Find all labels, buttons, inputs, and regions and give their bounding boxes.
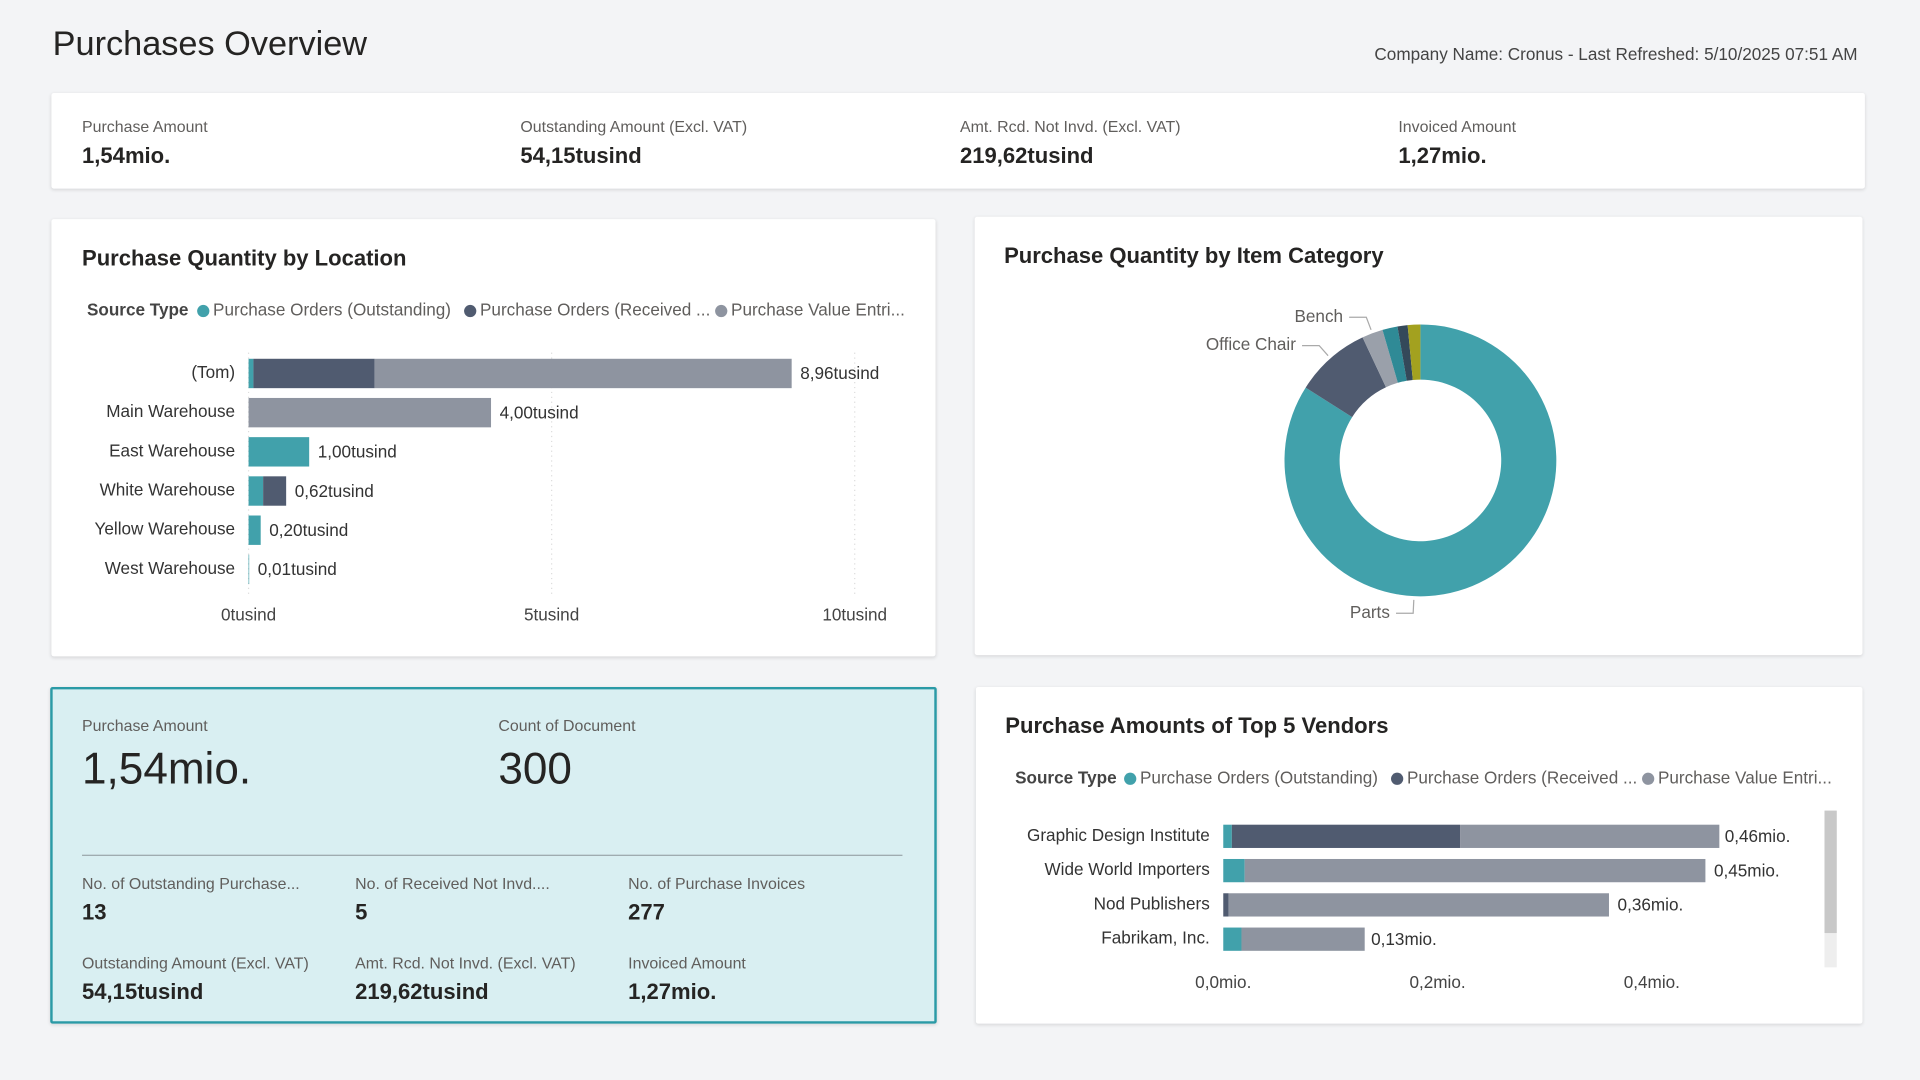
page-title: Purchases Overview	[52, 24, 368, 63]
kpi-value: 1,27mio.	[1398, 143, 1487, 168]
card-value: 277	[628, 900, 665, 925]
category-panel	[974, 216, 1863, 656]
location-panel	[51, 219, 936, 657]
kpi-label: Purchase Amount	[82, 117, 208, 136]
kpi-value: 1,54mio.	[82, 143, 171, 168]
card-value: 219,62tusind	[355, 979, 489, 1005]
summary-card[interactable]: Purchase Amount 1,54mio. Count of Docume…	[50, 686, 937, 1024]
kpi-strip: Purchase Amount 1,54mio. Outstanding Amo…	[51, 93, 1865, 189]
kpi-label: Invoiced Amount	[1398, 117, 1517, 136]
card-value: 300	[498, 743, 572, 794]
card-label: Outstanding Amount (Excl. VAT)	[82, 953, 309, 973]
card-value: 54,15tusind	[82, 979, 204, 1005]
card-label: Invoiced Amount	[628, 953, 746, 973]
card-value: 1,54mio.	[82, 743, 252, 794]
card-label: No. of Purchase Invoices	[628, 874, 806, 893]
card-label: Amt. Rcd. Not Invd. (Excl. VAT)	[355, 953, 576, 973]
card-label: Count of Document	[498, 716, 636, 735]
kpi-label: Outstanding Amount (Excl. VAT)	[520, 117, 748, 136]
kpi-value: 219,62tusind	[960, 143, 1094, 168]
card-label: No. of Outstanding Purchase...	[82, 874, 300, 893]
card-value: 1,27mio.	[628, 979, 717, 1005]
vendor-panel	[975, 686, 1863, 1024]
kpi-value: 54,15tusind	[520, 143, 642, 168]
card-label: No. of Received Not Invd....	[355, 874, 550, 893]
refresh-info: Company Name: Cronus - Last Refreshed: 5…	[1374, 44, 1858, 64]
card-value: 5	[355, 900, 368, 925]
divider	[82, 854, 903, 856]
card-value: 13	[82, 900, 107, 925]
card-label: Purchase Amount	[82, 716, 208, 735]
kpi-label: Amt. Rcd. Not Invd. (Excl. VAT)	[960, 117, 1181, 136]
